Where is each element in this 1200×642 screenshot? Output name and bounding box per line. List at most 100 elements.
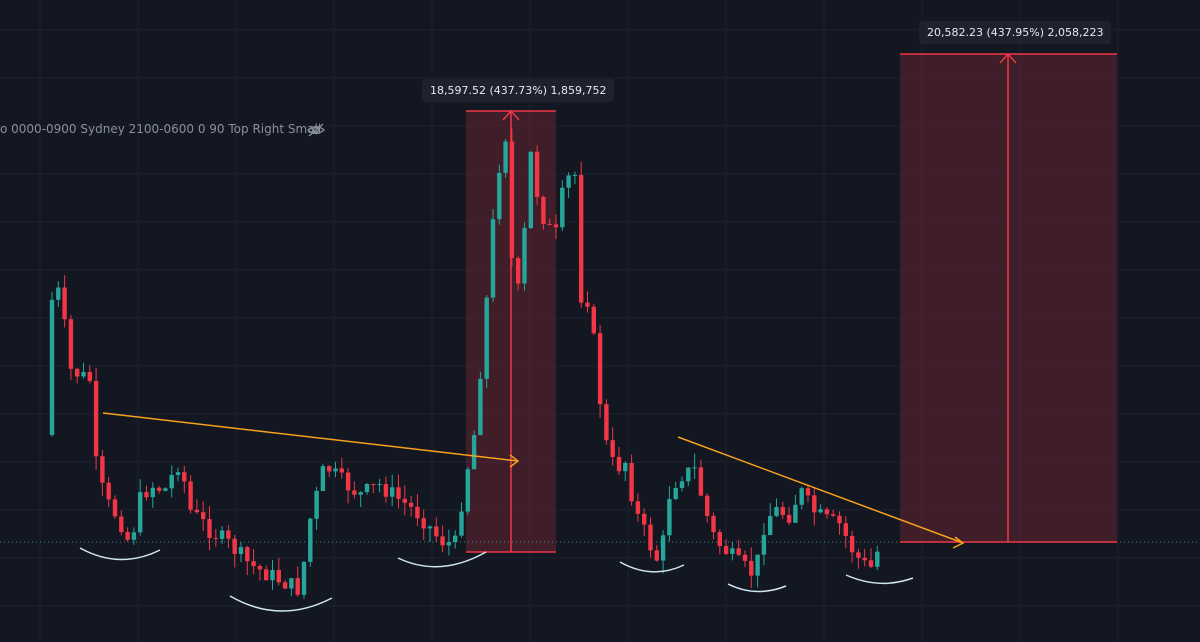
candle-body xyxy=(301,561,307,595)
candle-body xyxy=(226,530,231,539)
candle-body xyxy=(295,578,300,595)
candle-body xyxy=(837,515,842,524)
candle-body xyxy=(793,504,798,523)
candle-body xyxy=(780,507,785,515)
candle-body xyxy=(87,371,92,381)
candle-body xyxy=(591,306,596,334)
candle-body xyxy=(604,404,609,441)
candle-body xyxy=(62,287,67,320)
candle-body xyxy=(711,515,716,533)
candle-body xyxy=(566,175,571,188)
candle-body xyxy=(308,518,313,562)
candle-body xyxy=(623,463,628,472)
candle-body xyxy=(446,541,452,546)
candle-body xyxy=(264,569,269,581)
candle-body xyxy=(358,492,363,495)
candle-body xyxy=(667,499,672,536)
candle-body xyxy=(862,557,867,561)
candle-body xyxy=(749,560,754,576)
candle-body xyxy=(251,561,256,567)
candle-body xyxy=(471,434,477,470)
candle-body xyxy=(390,487,395,497)
candle-body xyxy=(440,536,445,546)
candle-body xyxy=(364,483,370,493)
candle-body xyxy=(194,509,200,513)
candle-body xyxy=(692,467,697,469)
candle-body xyxy=(453,535,458,542)
candle-body xyxy=(465,469,470,512)
candle-body xyxy=(163,488,168,491)
trend-lines xyxy=(102,412,965,549)
candle-body xyxy=(516,258,521,284)
candle-body xyxy=(402,498,407,503)
candle-body xyxy=(377,484,382,486)
candle-body xyxy=(415,506,420,519)
candle-body xyxy=(629,463,634,502)
candle-body xyxy=(100,456,105,483)
candle-body xyxy=(484,297,489,379)
candle-body xyxy=(597,333,603,405)
candle-body xyxy=(352,490,357,495)
visibility-icon[interactable] xyxy=(307,123,325,137)
candle-body xyxy=(282,582,288,589)
candle-body xyxy=(182,472,187,482)
candle-body xyxy=(150,487,155,498)
candle-body xyxy=(270,570,275,581)
candle-body xyxy=(219,530,225,539)
candle-body xyxy=(497,172,502,220)
candle-body xyxy=(610,440,615,457)
candle-body xyxy=(345,472,351,491)
candle-body xyxy=(201,512,206,520)
candle-body xyxy=(730,548,735,554)
measure-label: 20,582.23 (437.95%) 2,058,223 xyxy=(919,21,1112,44)
candle-body xyxy=(805,488,811,496)
candle-body xyxy=(585,302,590,307)
candle-body xyxy=(81,371,86,377)
candle-body xyxy=(528,151,533,229)
candle-body xyxy=(774,507,779,517)
candle-body xyxy=(843,523,848,536)
candle-body xyxy=(138,492,143,533)
candle-body xyxy=(686,467,691,482)
candle-body xyxy=(824,509,830,515)
candle-body xyxy=(761,534,767,555)
candle-body xyxy=(188,481,193,510)
candle-body xyxy=(616,456,622,472)
candle-body xyxy=(339,468,344,473)
candle-body xyxy=(875,551,880,567)
candle-body xyxy=(56,287,61,300)
candle-body xyxy=(534,151,540,197)
candle-body xyxy=(396,487,401,499)
candle-body xyxy=(408,502,414,507)
candle-body xyxy=(723,546,729,554)
candle-body xyxy=(635,501,641,514)
candle-body xyxy=(276,570,281,583)
candle-body xyxy=(736,548,741,555)
candle-body xyxy=(238,547,244,554)
candle-body xyxy=(856,552,861,558)
candle-body xyxy=(383,484,389,497)
candle-body xyxy=(459,511,464,536)
candle-body xyxy=(490,219,496,298)
candle-body xyxy=(478,378,483,435)
candle-body xyxy=(642,513,647,525)
candle-body xyxy=(144,492,149,498)
candle-body xyxy=(786,514,792,523)
candle-body xyxy=(119,516,124,532)
candle-body xyxy=(717,532,722,547)
measure-lines xyxy=(466,52,1117,553)
candle-body xyxy=(648,524,653,551)
candle-body xyxy=(125,531,130,540)
candle-body xyxy=(427,526,433,529)
candle-body xyxy=(207,519,212,538)
candle-body xyxy=(175,472,181,476)
candle-body xyxy=(169,475,174,489)
candle-body xyxy=(698,467,704,496)
candle-body xyxy=(560,187,565,228)
candle-body xyxy=(257,566,263,570)
candle-body xyxy=(49,299,55,435)
candle-body xyxy=(75,368,80,377)
candle-body xyxy=(509,141,515,259)
